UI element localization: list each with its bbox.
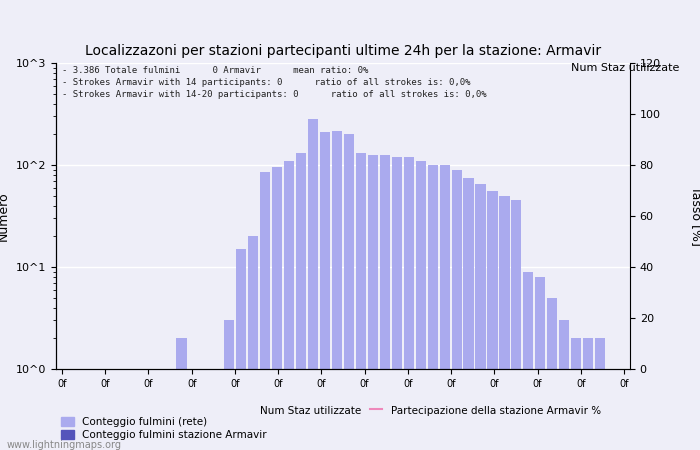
Bar xyxy=(452,170,462,450)
Bar xyxy=(536,277,545,450)
Bar xyxy=(607,369,617,450)
Bar xyxy=(93,369,103,450)
Bar xyxy=(308,119,318,450)
Bar xyxy=(368,155,378,450)
Bar xyxy=(392,157,402,450)
Bar xyxy=(416,161,426,450)
Bar xyxy=(153,369,162,450)
Bar xyxy=(284,161,294,450)
Bar xyxy=(200,369,211,450)
Bar xyxy=(224,320,234,450)
Bar xyxy=(463,178,474,450)
Bar xyxy=(404,157,414,450)
Bar xyxy=(583,338,593,450)
Bar xyxy=(117,369,127,450)
Bar xyxy=(511,200,522,450)
Bar xyxy=(176,338,187,450)
Text: - 3.386 Totale fulmini      0 Armavir      mean ratio: 0%
- Strokes Armavir with: - 3.386 Totale fulmini 0 Armavir mean ra… xyxy=(62,66,486,99)
Legend: Num Staz utilizzate, Partecipazione della stazione Armavir %: Num Staz utilizzate, Partecipazione dell… xyxy=(239,405,601,415)
Y-axis label: Numero: Numero xyxy=(0,191,10,241)
Bar xyxy=(129,369,139,450)
Bar xyxy=(57,369,67,450)
Bar xyxy=(248,236,258,450)
Bar xyxy=(320,132,330,450)
Legend: Conteggio fulmini (rete), Conteggio fulmini stazione Armavir: Conteggio fulmini (rete), Conteggio fulm… xyxy=(61,417,267,440)
Bar xyxy=(440,165,449,450)
Bar xyxy=(475,184,486,450)
Bar xyxy=(428,165,438,450)
Bar xyxy=(524,272,533,450)
Bar xyxy=(547,298,557,450)
Text: www.lightningmaps.org: www.lightningmaps.org xyxy=(7,440,122,450)
Bar xyxy=(571,338,581,450)
Bar xyxy=(105,369,115,450)
Bar xyxy=(141,369,150,450)
Bar xyxy=(344,134,354,450)
Text: Num Staz utilizzate: Num Staz utilizzate xyxy=(570,63,679,73)
Bar xyxy=(164,369,175,450)
Bar xyxy=(380,155,390,450)
Title: Localizzazoni per stazioni partecipanti ultime 24h per la stazione: Armavir: Localizzazoni per stazioni partecipanti … xyxy=(85,44,601,58)
Bar xyxy=(260,172,270,450)
Bar xyxy=(212,369,223,450)
Bar xyxy=(272,167,282,450)
Bar xyxy=(487,192,498,450)
Bar xyxy=(80,369,91,450)
Bar xyxy=(559,320,569,450)
Bar xyxy=(356,153,366,450)
Text: Tasso [%]: Tasso [%] xyxy=(690,186,700,246)
Bar xyxy=(619,369,629,450)
Bar xyxy=(595,338,606,450)
Bar xyxy=(296,153,306,450)
Bar xyxy=(499,196,510,450)
Bar xyxy=(69,369,79,450)
Bar xyxy=(332,131,342,450)
Bar xyxy=(237,249,246,450)
Bar xyxy=(188,369,199,450)
